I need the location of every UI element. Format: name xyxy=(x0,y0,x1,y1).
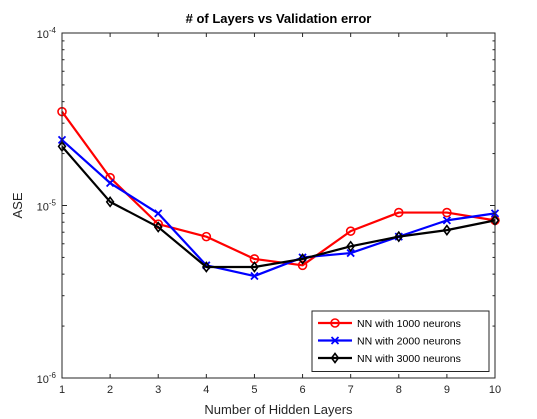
x-tick-label: 8 xyxy=(396,384,402,396)
x-tick-label: 1 xyxy=(59,384,65,396)
data-point xyxy=(346,248,355,258)
data-point xyxy=(105,178,115,188)
x-tick-label: 7 xyxy=(348,384,354,396)
x-tick-label: 10 xyxy=(489,384,501,396)
legend-item: NN with 2000 neurons xyxy=(318,336,461,348)
data-point xyxy=(250,271,259,281)
data-point xyxy=(442,224,452,236)
legend-label: NN with 3000 neurons xyxy=(357,353,461,365)
legend: NN with 1000 neurons NN with 2000 neurons… xyxy=(311,310,490,372)
data-point xyxy=(346,240,356,253)
legend-item: NN with 3000 neurons xyxy=(318,352,461,365)
data-point xyxy=(154,209,163,218)
data-point xyxy=(105,196,115,208)
y-tick-label: 10-6 xyxy=(37,371,57,386)
chart-title: # of Layers vs Validation error xyxy=(186,11,372,26)
x-tick-label: 3 xyxy=(155,384,161,396)
data-point xyxy=(153,221,163,233)
legend-label: NN with 2000 neurons xyxy=(357,336,461,348)
legend-marker xyxy=(330,352,340,364)
data-point xyxy=(298,253,307,265)
y-tick-label: 10-4 xyxy=(37,26,57,41)
x-tick-label: 2 xyxy=(107,384,113,396)
data-point xyxy=(345,226,356,236)
legend-item: NN with 1000 neurons xyxy=(318,318,461,330)
data-point xyxy=(393,207,404,218)
data-point xyxy=(201,261,211,273)
legend-label: NN with 1000 neurons xyxy=(357,318,461,330)
series-line xyxy=(61,139,496,278)
x-axis-label: Number of Hidden Layers xyxy=(204,402,353,417)
data-point xyxy=(442,207,452,218)
x-tick-label: 9 xyxy=(444,384,450,396)
data-point xyxy=(201,231,212,242)
data-point xyxy=(297,260,308,271)
x-tick-label: 4 xyxy=(203,384,209,396)
series-line xyxy=(61,145,496,269)
x-tick-label: 5 xyxy=(251,384,257,396)
y-axis-label: ASE xyxy=(10,192,25,218)
data-point xyxy=(394,230,404,243)
legend-marker xyxy=(330,318,340,328)
x-tick-label: 6 xyxy=(299,384,305,396)
series-3 xyxy=(57,140,500,273)
legend-marker xyxy=(330,336,340,345)
data-point xyxy=(250,261,259,273)
axes-layer: 1 2 3 4 5 6 7 8 9 10 10-6 10-5 10-4 xyxy=(37,26,502,396)
y-tick-label: 10-5 xyxy=(37,199,57,214)
data-point xyxy=(442,216,452,225)
